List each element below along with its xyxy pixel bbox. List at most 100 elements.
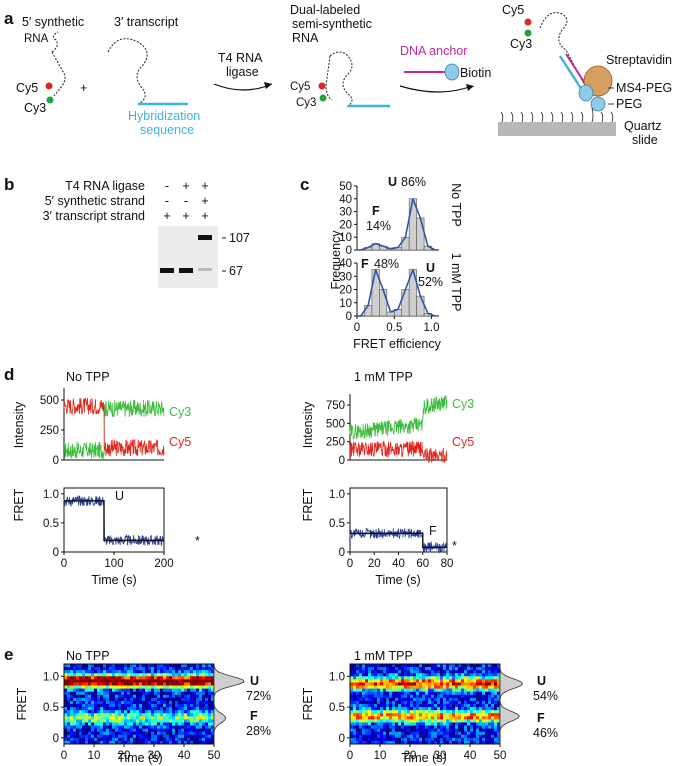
heatmap-cell <box>395 682 399 686</box>
heatmap-cell <box>157 688 161 693</box>
heatmap-cell <box>130 694 134 699</box>
heatmap-cell <box>410 682 414 686</box>
x-tick-label: 1.0 <box>424 322 440 334</box>
heatmap-cell <box>389 667 393 671</box>
heatmap-cell <box>106 740 110 745</box>
heatmap-cell <box>395 716 399 720</box>
heatmap-cell <box>121 670 125 674</box>
heatmap-cell <box>151 719 155 723</box>
heatmap-cell <box>199 688 203 693</box>
heatmap-cell <box>398 694 402 699</box>
heatmap-cell <box>422 716 426 720</box>
heatmap-cell <box>196 731 200 736</box>
heatmap-cell <box>115 710 119 714</box>
heatmap-cell <box>151 694 155 699</box>
heatmap-cell <box>181 728 185 733</box>
heatmap-cell <box>383 685 387 690</box>
row-label-ligase: T4 RNA ligase <box>65 179 145 193</box>
heatmap-cell <box>395 737 399 742</box>
heatmap-cell <box>190 710 194 714</box>
transcript-structure-icon <box>107 38 188 105</box>
heatmap-cell <box>127 710 131 714</box>
heatmap-cell <box>437 737 441 742</box>
heatmap-cell <box>476 697 480 702</box>
heatmap-cell <box>401 704 405 708</box>
heatmap-cell <box>172 713 176 717</box>
heatmap-cell <box>446 697 450 702</box>
heatmap-cell <box>169 673 173 677</box>
heatmap-cell <box>371 676 375 680</box>
heatmap-cell <box>187 722 191 726</box>
hybridization-label-1: Hybridization <box>128 109 200 123</box>
heatmap-cell <box>163 734 167 739</box>
heatmap-cell <box>407 707 411 711</box>
heatmap-cell <box>494 670 498 674</box>
heatmap-cell <box>461 740 465 745</box>
d-right-fret-label: FRET <box>301 488 315 521</box>
rna-hairpin-icon <box>51 31 66 97</box>
heatmap-cell <box>205 673 209 677</box>
heatmap-cell <box>458 740 462 745</box>
heatmap-cell <box>136 688 140 693</box>
heatmap-cell <box>175 697 179 702</box>
heatmap-cell <box>154 719 158 723</box>
heatmap-cell <box>76 707 80 711</box>
heatmap-cell <box>187 688 191 693</box>
heatmap-cell <box>392 707 396 711</box>
heatmap-cell <box>142 710 146 714</box>
heatmap-cell <box>368 667 372 671</box>
y-tick-label: 0 <box>346 311 352 323</box>
heatmap-cell <box>380 731 384 736</box>
gel-sign: + <box>163 209 170 223</box>
heatmap-cell <box>425 737 429 742</box>
heatmap-cell <box>127 685 131 690</box>
heatmap-cell <box>181 691 185 696</box>
heatmap-cell <box>178 679 182 683</box>
heatmap-cell <box>428 697 432 702</box>
heatmap-cell <box>91 734 95 739</box>
heatmap-cell <box>470 728 474 733</box>
heatmap-cell <box>437 700 441 705</box>
heatmap-cell <box>172 691 176 696</box>
y-tick-label: 30 <box>339 207 352 219</box>
heatmap-cell <box>130 670 134 674</box>
heatmap-cell <box>88 697 92 702</box>
heatmap-cell <box>142 670 146 674</box>
heatmap-cell <box>67 682 71 686</box>
heatmap-cell <box>374 664 378 668</box>
heatmap-cell <box>187 670 191 674</box>
heatmap-cell <box>362 682 366 686</box>
heatmap-cell <box>362 700 366 705</box>
heatmap-cell <box>392 722 396 726</box>
heatmap-cell <box>169 679 173 683</box>
heatmap-cell <box>208 719 212 723</box>
heatmap-cell <box>205 670 209 674</box>
heatmap-cell <box>94 722 98 726</box>
heatmap-cell <box>181 667 185 671</box>
heatmap-cell <box>416 685 420 690</box>
heatmap-cell <box>175 688 179 693</box>
heatmap-cell <box>446 676 450 680</box>
heatmap-cell <box>130 713 134 717</box>
heatmap-cell <box>404 725 408 730</box>
heatmap-cell <box>124 737 128 742</box>
heatmap-cell <box>67 679 71 683</box>
heatmap-cell <box>136 673 140 677</box>
heatmap-cell <box>419 710 423 714</box>
heatmap-cell <box>166 697 170 702</box>
heatmap-cell <box>94 670 98 674</box>
heatmap-cell <box>118 704 122 708</box>
heatmap-cell <box>169 722 173 726</box>
heatmap-cell <box>368 722 372 726</box>
heatmap-cell <box>184 728 188 733</box>
heatmap-cell <box>97 722 101 726</box>
heatmap-cell <box>175 707 179 711</box>
heatmap-cell <box>467 667 471 671</box>
heatmap-cell <box>142 737 146 742</box>
heatmap-cell <box>85 734 89 739</box>
c-bottom-u-letter: U <box>426 261 435 275</box>
heatmap-cell <box>79 700 83 705</box>
heatmap-cell <box>85 731 89 736</box>
heatmap-cell <box>473 694 477 699</box>
heatmap-cell <box>79 673 83 677</box>
